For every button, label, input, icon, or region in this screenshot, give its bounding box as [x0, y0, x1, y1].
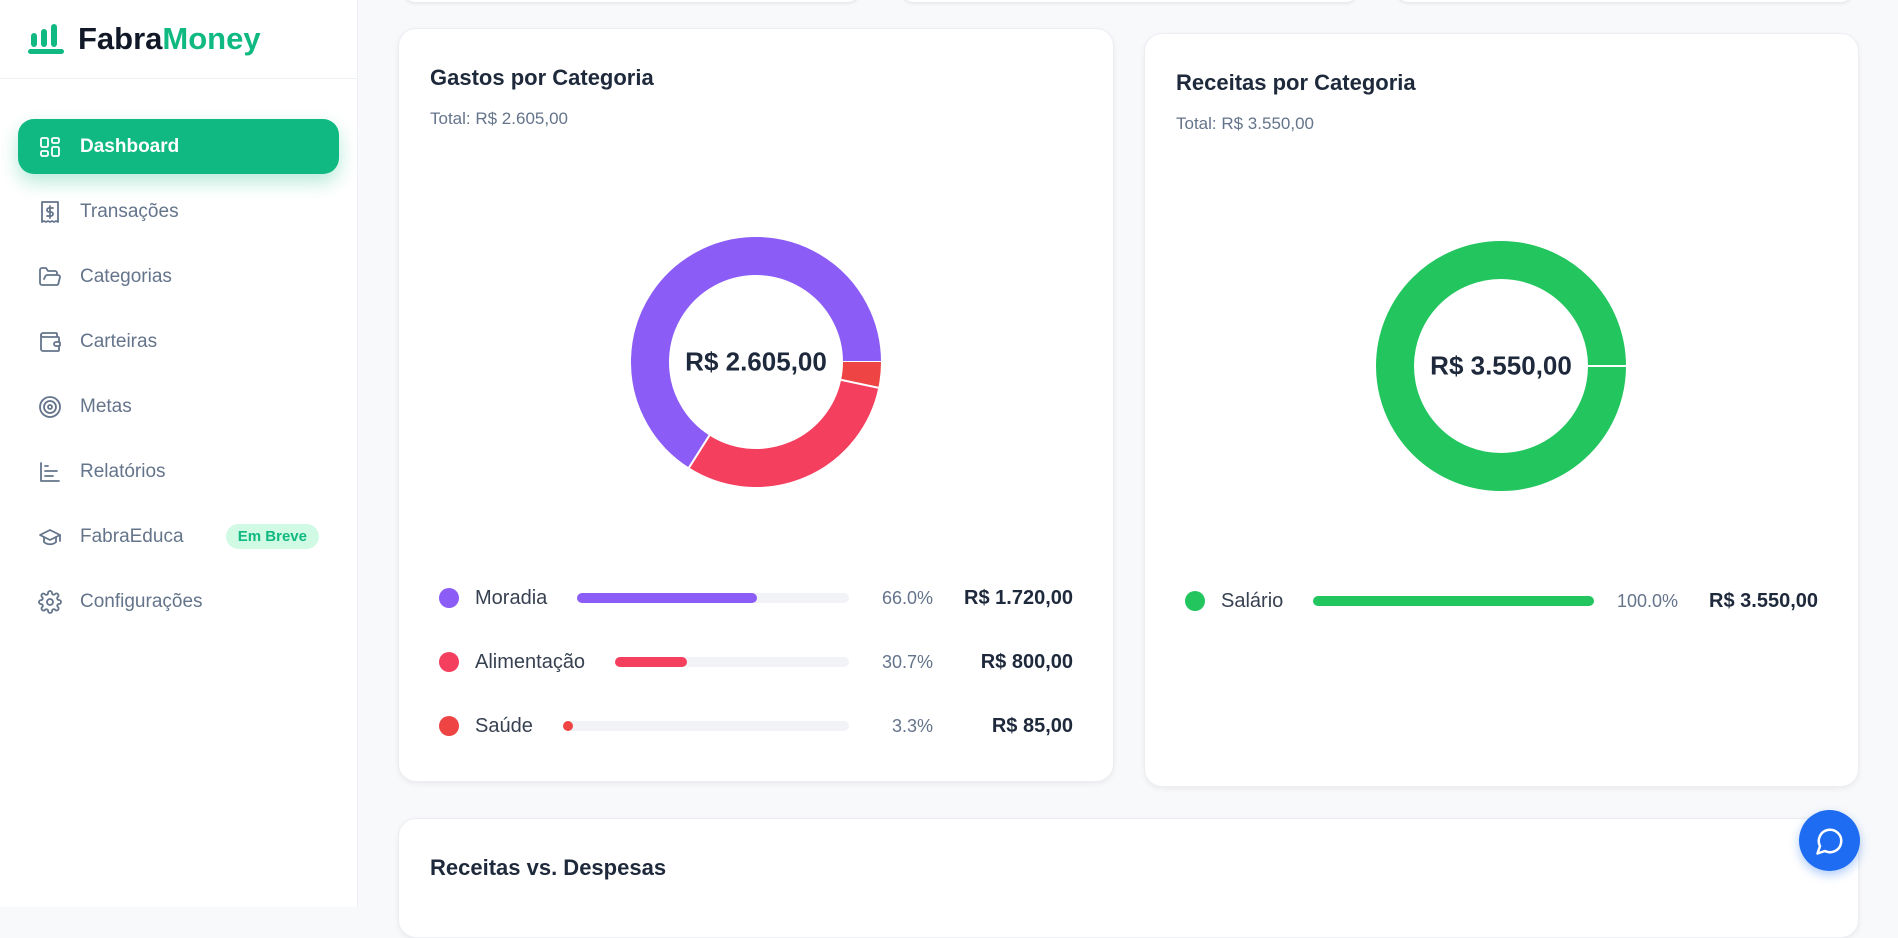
amount-label: R$ 1.720,00: [964, 586, 1073, 609]
category-label: Salário: [1221, 589, 1284, 612]
amount-label: R$ 85,00: [991, 714, 1073, 737]
sidebar-item-relatorios[interactable]: Relatórios: [18, 444, 339, 499]
slice-separator: [688, 434, 711, 469]
slice-separator: [840, 378, 879, 389]
sidebar-nav: Dashboard Transações Categorias Carteiras Me…: [0, 79, 357, 629]
sidebar-item-label: Configurações: [80, 590, 203, 612]
amount-label: R$ 3.550,00: [1709, 589, 1818, 612]
sidebar-item-label: Transações: [80, 200, 179, 222]
legend-dot: [439, 652, 459, 672]
folder-open-icon: [39, 266, 61, 286]
donut-slice-1[interactable]: [689, 379, 879, 487]
sidebar-item-label: Metas: [80, 395, 132, 417]
chat-button[interactable]: [1799, 810, 1860, 871]
card-total: Total: R$ 3.550,00: [1176, 114, 1314, 133]
income-vs-expenses-card: Receitas vs. Despesas: [398, 818, 1859, 938]
legend-row: Salário 100.0% R$ 3.550,00: [1185, 569, 1818, 633]
donut-center-value: R$ 2.605,00: [685, 346, 827, 377]
income-legend: Salário 100.0% R$ 3.550,00: [1185, 569, 1818, 633]
expenses-card: Gastos por Categoria Total: R$ 2.605,00 …: [398, 28, 1114, 782]
category-label: Alimentação: [475, 650, 586, 673]
summary-card: [902, 0, 1357, 2]
expenses-legend: Moradia 66.0% R$ 1.720,00 Alimentação 30.7% R…: [439, 566, 1073, 758]
progress-bar: [1313, 596, 1594, 606]
logo-icon: [28, 24, 64, 54]
sidebar-item-label: Categorias: [80, 265, 172, 287]
donut-slice-0[interactable]: [1376, 241, 1626, 491]
chat-bubble-icon: [1815, 828, 1842, 855]
category-label: Moradia: [475, 586, 548, 609]
percent-label: 100.0%: [1616, 590, 1678, 611]
percent-label: 3.3%: [891, 715, 933, 736]
percent-label: 30.7%: [881, 651, 933, 672]
income-card: Receitas por Categoria Total: R$ 3.550,0…: [1144, 33, 1859, 787]
brand-name: FabraMoney: [78, 21, 261, 56]
income-donut-chart: [1376, 241, 1626, 491]
progress-bar: [615, 657, 849, 667]
card-total: Total: R$ 2.605,00: [430, 109, 568, 128]
card-title: Gastos por Categoria: [430, 65, 654, 90]
bar-chart-icon: [40, 461, 60, 482]
sidebar-item-label: FabraEduca: [80, 525, 184, 547]
sidebar-item-metas[interactable]: Metas: [18, 379, 339, 434]
receipt-dollar-icon: [41, 200, 59, 223]
progress-fill: [1313, 596, 1594, 606]
legend-dot: [439, 716, 459, 736]
progress-fill: [577, 593, 757, 603]
sidebar-item-carteiras[interactable]: Carteiras: [18, 314, 339, 369]
target-icon: [39, 395, 61, 418]
legend-row: Saúde 3.3% R$ 85,00: [439, 694, 1073, 758]
card-title: Receitas vs. Despesas: [430, 855, 667, 880]
sidebar-item-configuracoes[interactable]: Configurações: [18, 574, 339, 629]
sidebar-item-label: Dashboard: [80, 135, 180, 157]
legend-dot: [1185, 591, 1205, 611]
summary-card: [1397, 0, 1852, 2]
card-title: Receitas por Categoria: [1176, 70, 1416, 95]
legend-dot: [439, 588, 459, 608]
progress-fill: [562, 721, 573, 731]
sidebar-item-label: Carteiras: [80, 330, 158, 352]
percent-label: 66.0%: [881, 587, 933, 608]
sidebar: FabraMoney Dashboard Transações Categorias…: [0, 0, 358, 907]
amount-label: R$ 800,00: [980, 650, 1073, 673]
legend-row: Moradia 66.0% R$ 1.720,00: [439, 566, 1073, 630]
gear-icon: [38, 589, 62, 614]
coming-soon-badge: Em Breve: [225, 524, 319, 549]
summary-card: [404, 0, 859, 2]
dashboard-icon: [40, 136, 60, 157]
sidebar-item-label: Relatórios: [80, 460, 166, 482]
sidebar-item-fabraeduca[interactable]: FabraEduca Em Breve: [18, 509, 339, 564]
graduation-cap-icon: [39, 528, 61, 545]
wallet-icon: [40, 331, 61, 352]
expenses-donut-chart: [631, 237, 881, 487]
donut-slice-2[interactable]: [841, 361, 881, 388]
category-label: Saúde: [475, 714, 533, 737]
legend-row: Alimentação 30.7% R$ 800,00: [439, 630, 1073, 694]
sidebar-item-transacoes[interactable]: Transações: [18, 184, 339, 239]
logo[interactable]: FabraMoney: [0, 0, 357, 79]
progress-bar: [562, 721, 849, 731]
donut-center-value: R$ 3.550,00: [1430, 350, 1572, 381]
progress-bar: [577, 593, 849, 603]
sidebar-item-categorias[interactable]: Categorias: [18, 249, 339, 304]
progress-fill: [615, 657, 687, 667]
donut-slice-0[interactable]: [631, 237, 881, 468]
sidebar-item-dashboard[interactable]: Dashboard: [18, 119, 339, 174]
